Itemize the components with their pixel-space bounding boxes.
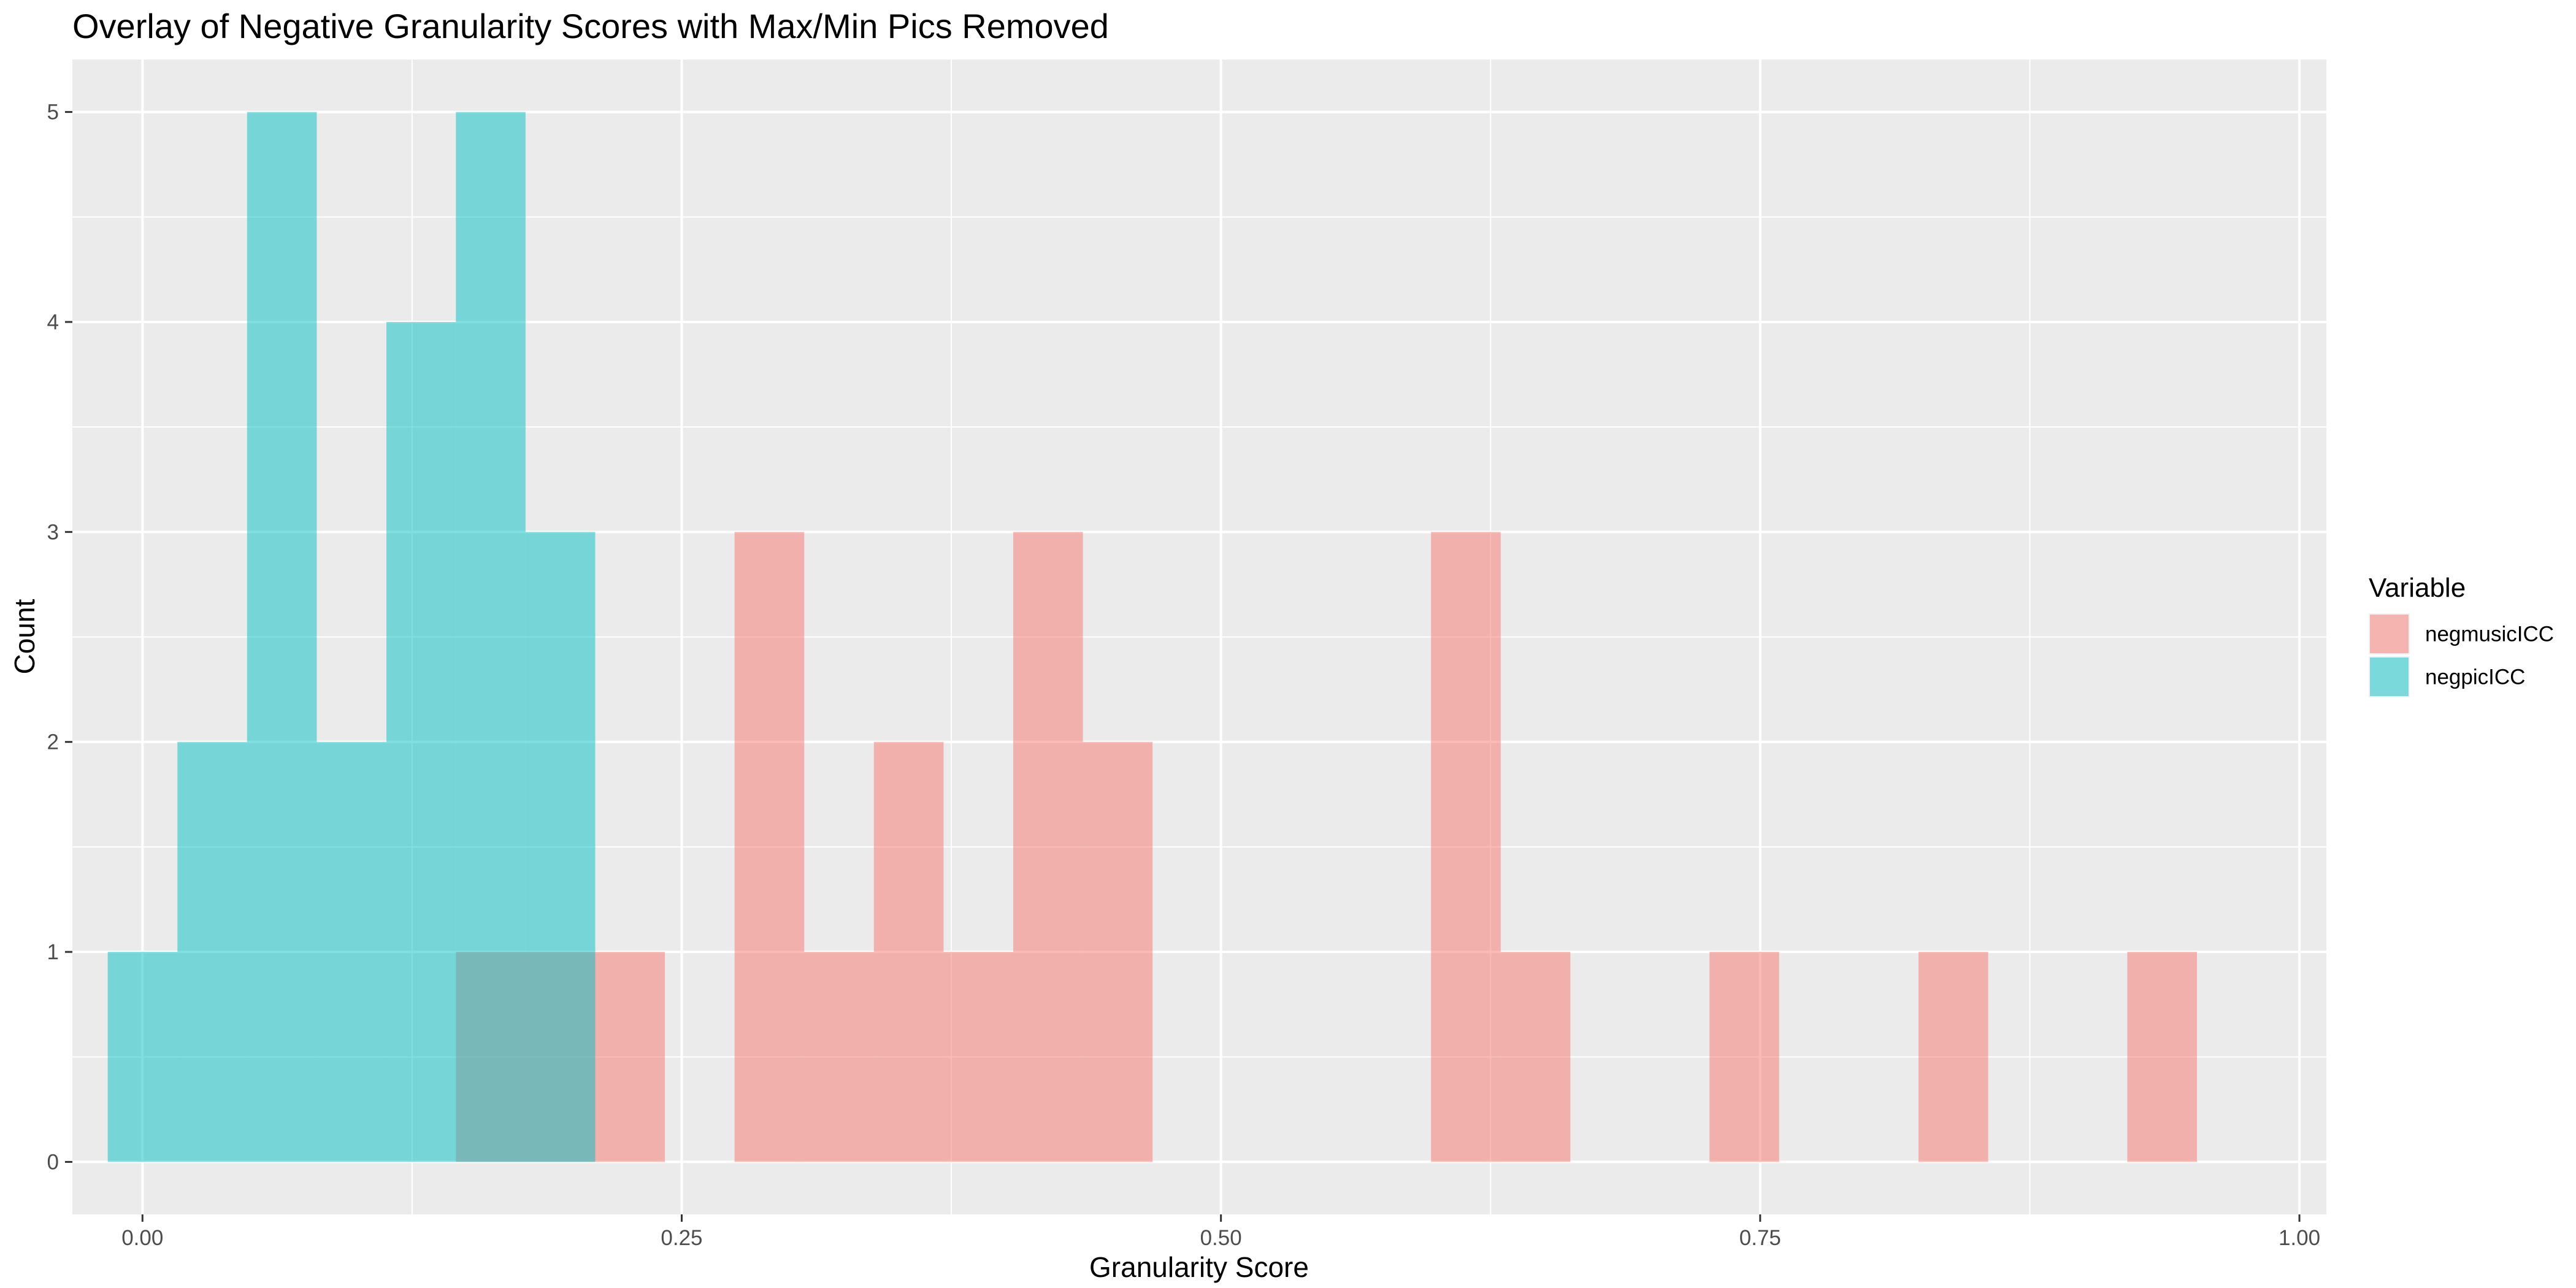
bar-negmusicICC (734, 532, 805, 1162)
legend-key-negpicICC (2370, 657, 2409, 696)
bar-negmusicICC (1918, 952, 1988, 1162)
legend-label-negpicICC: negpicICC (2425, 665, 2525, 689)
x-tick-label: 0.50 (1200, 1226, 1242, 1250)
bar-negpicICC (247, 112, 317, 1162)
bar-negmusicICC (804, 952, 874, 1162)
legend-title: Variable (2369, 573, 2466, 603)
x-axis-title: Granularity Score (1089, 1251, 1309, 1283)
bar-negmusicICC (595, 952, 665, 1162)
y-axis-title: Count (9, 599, 40, 674)
bar-negpicICC (525, 532, 596, 1162)
legend-key-negmusicICC (2370, 615, 2409, 653)
bar-negmusicICC (873, 742, 944, 1162)
bar-negpicICC (177, 742, 247, 1162)
chart-title: Overlay of Negative Granularity Scores w… (72, 7, 1109, 45)
x-tick-label: 0.75 (1739, 1226, 1781, 1250)
legend: Variable negmusicICC negpicICC (2369, 573, 2554, 697)
bar-negmusicICC (1431, 532, 1501, 1162)
y-tick-label: 0 (47, 1150, 59, 1174)
bar-negpicICC (316, 742, 387, 1162)
bar-negmusicICC (2127, 952, 2197, 1162)
y-tick-label: 4 (47, 310, 59, 334)
x-axis: 0.00 0.25 0.50 0.75 1.00 (121, 1214, 2320, 1250)
histogram-bars (107, 112, 2197, 1162)
y-tick-label: 1 (47, 940, 59, 964)
series-negpicICC (107, 112, 596, 1162)
bar-negpicICC (107, 952, 178, 1162)
x-tick-label: 0.25 (661, 1226, 702, 1250)
bar-negmusicICC (1709, 952, 1779, 1162)
x-tick-label: 1.00 (2279, 1226, 2320, 1250)
y-tick-label: 2 (47, 730, 59, 754)
bar-negmusicICC (1013, 532, 1083, 1162)
bar-negmusicICC (1083, 742, 1153, 1162)
bar-negmusicICC (1500, 952, 1571, 1162)
y-tick-label: 5 (47, 101, 59, 125)
bar-negpicICC (456, 112, 526, 1162)
x-tick-label: 0.00 (121, 1226, 163, 1250)
bar-negpicICC (386, 321, 456, 1162)
y-axis: 0 1 2 3 4 5 (47, 101, 72, 1174)
legend-items: negmusicICC negpicICC (2369, 613, 2554, 697)
legend-label-negmusicICC: negmusicICC (2425, 623, 2554, 646)
bar-negmusicICC (943, 952, 1014, 1162)
y-tick-label: 3 (47, 520, 59, 544)
